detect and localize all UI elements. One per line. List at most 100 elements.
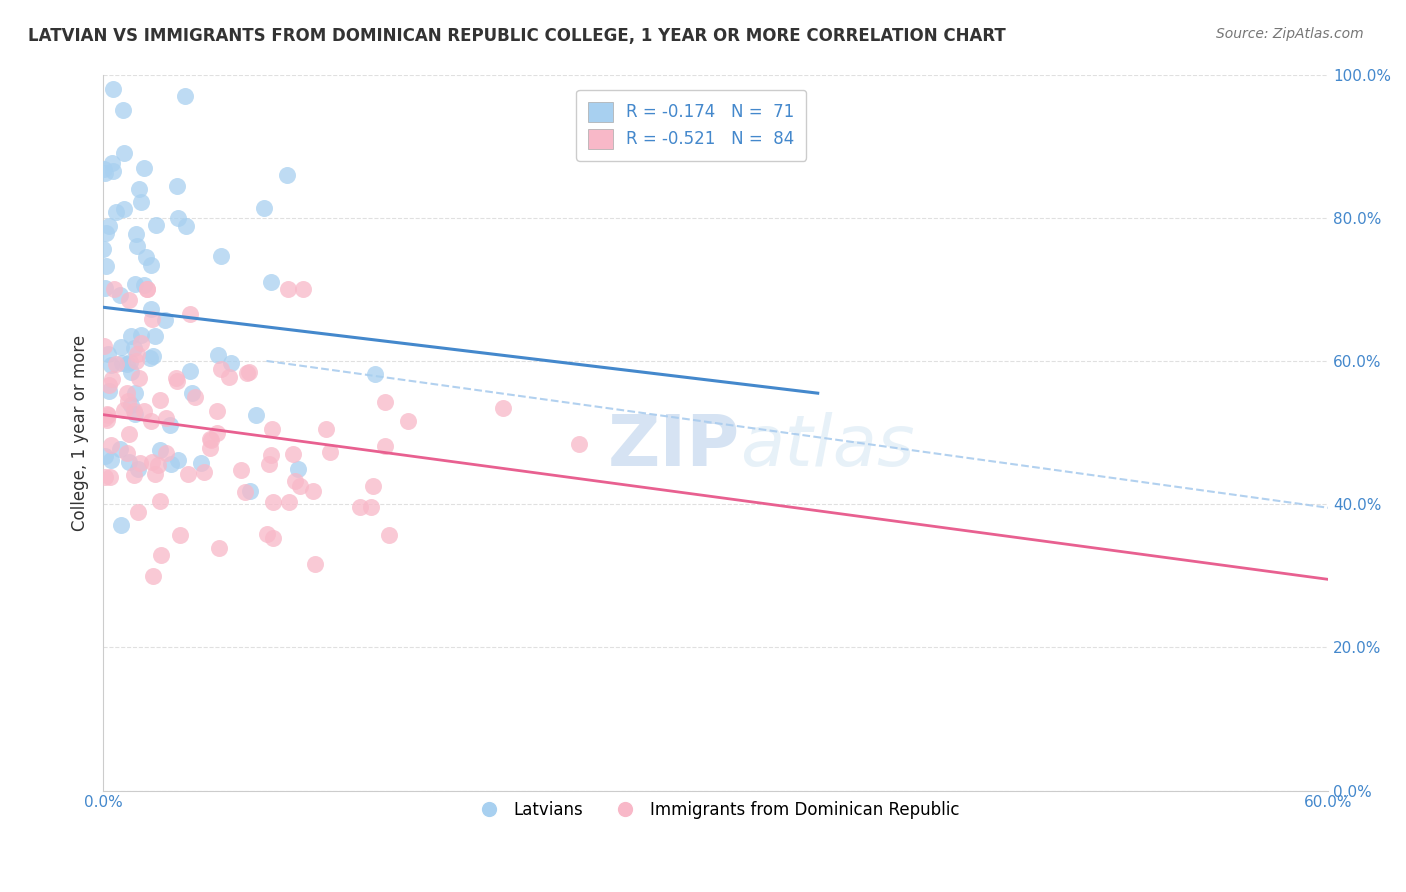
Point xyxy=(149,392,172,407)
Point xyxy=(135,250,157,264)
Point xyxy=(205,426,228,441)
Point xyxy=(124,277,146,292)
Point xyxy=(166,179,188,194)
Point xyxy=(94,411,117,425)
Point xyxy=(260,275,283,289)
Point xyxy=(94,470,117,484)
Point xyxy=(125,354,148,368)
Point xyxy=(115,446,138,460)
Point xyxy=(208,541,231,555)
Point xyxy=(207,348,229,362)
Point xyxy=(129,456,152,470)
Point xyxy=(129,336,152,351)
Point xyxy=(245,408,267,422)
Point xyxy=(166,452,188,467)
Point xyxy=(174,219,197,233)
Point xyxy=(253,201,276,215)
Point xyxy=(100,358,122,372)
Point xyxy=(149,443,172,458)
Point xyxy=(169,528,191,542)
Point xyxy=(301,483,323,498)
Text: ZIP: ZIP xyxy=(607,412,740,482)
Point xyxy=(143,329,166,343)
Point xyxy=(315,422,337,436)
Point xyxy=(122,341,145,355)
Point xyxy=(239,483,262,498)
Point xyxy=(96,407,118,421)
Point xyxy=(139,414,162,428)
Point xyxy=(100,469,122,483)
Point xyxy=(93,338,115,352)
Point xyxy=(262,495,284,509)
Point xyxy=(112,103,135,117)
Point xyxy=(288,478,311,492)
Point xyxy=(132,404,155,418)
Point xyxy=(93,449,115,463)
Point xyxy=(112,146,135,161)
Point xyxy=(105,357,128,371)
Point xyxy=(236,366,259,380)
Point xyxy=(568,437,591,451)
Point xyxy=(132,161,155,175)
Point xyxy=(233,485,256,500)
Point xyxy=(117,426,139,441)
Text: LATVIAN VS IMMIGRANTS FROM DOMINICAN REPUBLIC COLLEGE, 1 YEAR OR MORE CORRELATIO: LATVIAN VS IMMIGRANTS FROM DOMINICAN REP… xyxy=(28,27,1005,45)
Point xyxy=(110,517,132,532)
Point xyxy=(128,182,150,196)
Point xyxy=(139,351,162,366)
Point xyxy=(118,455,141,469)
Point xyxy=(115,386,138,401)
Point xyxy=(277,495,299,509)
Legend: Latvians, Immigrants from Dominican Republic: Latvians, Immigrants from Dominican Repu… xyxy=(465,794,966,825)
Point xyxy=(97,408,120,422)
Point xyxy=(112,202,135,217)
Point xyxy=(146,458,169,472)
Point xyxy=(319,445,342,459)
Point xyxy=(276,168,298,182)
Point xyxy=(108,442,131,457)
Point xyxy=(257,457,280,471)
Point xyxy=(141,312,163,326)
Point xyxy=(190,456,212,470)
Point xyxy=(100,438,122,452)
Point xyxy=(117,393,139,408)
Point xyxy=(145,467,167,481)
Point xyxy=(98,384,121,399)
Point xyxy=(122,404,145,418)
Point xyxy=(198,432,221,446)
Point xyxy=(149,493,172,508)
Point xyxy=(118,355,141,369)
Point xyxy=(291,282,314,296)
Point xyxy=(129,195,152,210)
Point xyxy=(125,347,148,361)
Point xyxy=(101,156,124,170)
Point xyxy=(142,349,165,363)
Point xyxy=(124,408,146,422)
Point xyxy=(364,368,387,382)
Point xyxy=(179,306,201,320)
Point xyxy=(135,282,157,296)
Point xyxy=(97,347,120,361)
Point xyxy=(96,413,118,427)
Point xyxy=(209,362,232,376)
Point xyxy=(238,365,260,379)
Point xyxy=(205,404,228,418)
Point xyxy=(304,557,326,571)
Point xyxy=(120,329,142,343)
Text: atlas: atlas xyxy=(740,412,915,482)
Point xyxy=(360,500,382,514)
Point xyxy=(125,238,148,252)
Point xyxy=(139,258,162,272)
Point xyxy=(101,163,124,178)
Point xyxy=(219,356,242,370)
Point xyxy=(100,452,122,467)
Point xyxy=(166,211,188,225)
Point xyxy=(141,455,163,469)
Point xyxy=(115,358,138,372)
Point xyxy=(136,282,159,296)
Point xyxy=(103,282,125,296)
Y-axis label: College, 1 year or more: College, 1 year or more xyxy=(72,334,89,531)
Point xyxy=(166,374,188,388)
Point xyxy=(184,390,207,404)
Point xyxy=(93,162,115,177)
